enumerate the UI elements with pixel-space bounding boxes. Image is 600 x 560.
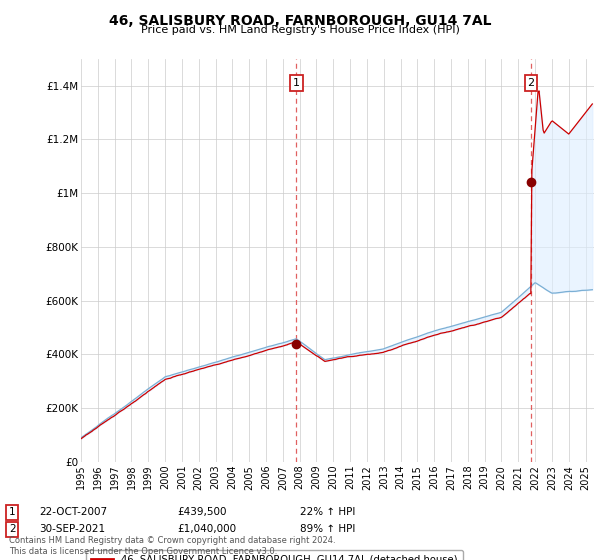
Text: £439,500: £439,500 [177,507,227,517]
Text: 2: 2 [527,78,535,88]
Legend: 46, SALISBURY ROAD, FARNBOROUGH, GU14 7AL (detached house), HPI: Average price, : 46, SALISBURY ROAD, FARNBOROUGH, GU14 7A… [86,550,463,560]
Text: 1: 1 [9,507,16,517]
Text: 22% ↑ HPI: 22% ↑ HPI [300,507,355,517]
Text: 89% ↑ HPI: 89% ↑ HPI [300,524,355,534]
Text: 30-SEP-2021: 30-SEP-2021 [39,524,105,534]
Text: 46, SALISBURY ROAD, FARNBOROUGH, GU14 7AL: 46, SALISBURY ROAD, FARNBOROUGH, GU14 7A… [109,14,491,28]
Text: 2: 2 [9,524,16,534]
Text: £1,040,000: £1,040,000 [177,524,236,534]
Text: Contains HM Land Registry data © Crown copyright and database right 2024.
This d: Contains HM Land Registry data © Crown c… [9,536,335,556]
Text: Price paid vs. HM Land Registry's House Price Index (HPI): Price paid vs. HM Land Registry's House … [140,25,460,35]
Text: 22-OCT-2007: 22-OCT-2007 [39,507,107,517]
Text: 1: 1 [293,78,300,88]
